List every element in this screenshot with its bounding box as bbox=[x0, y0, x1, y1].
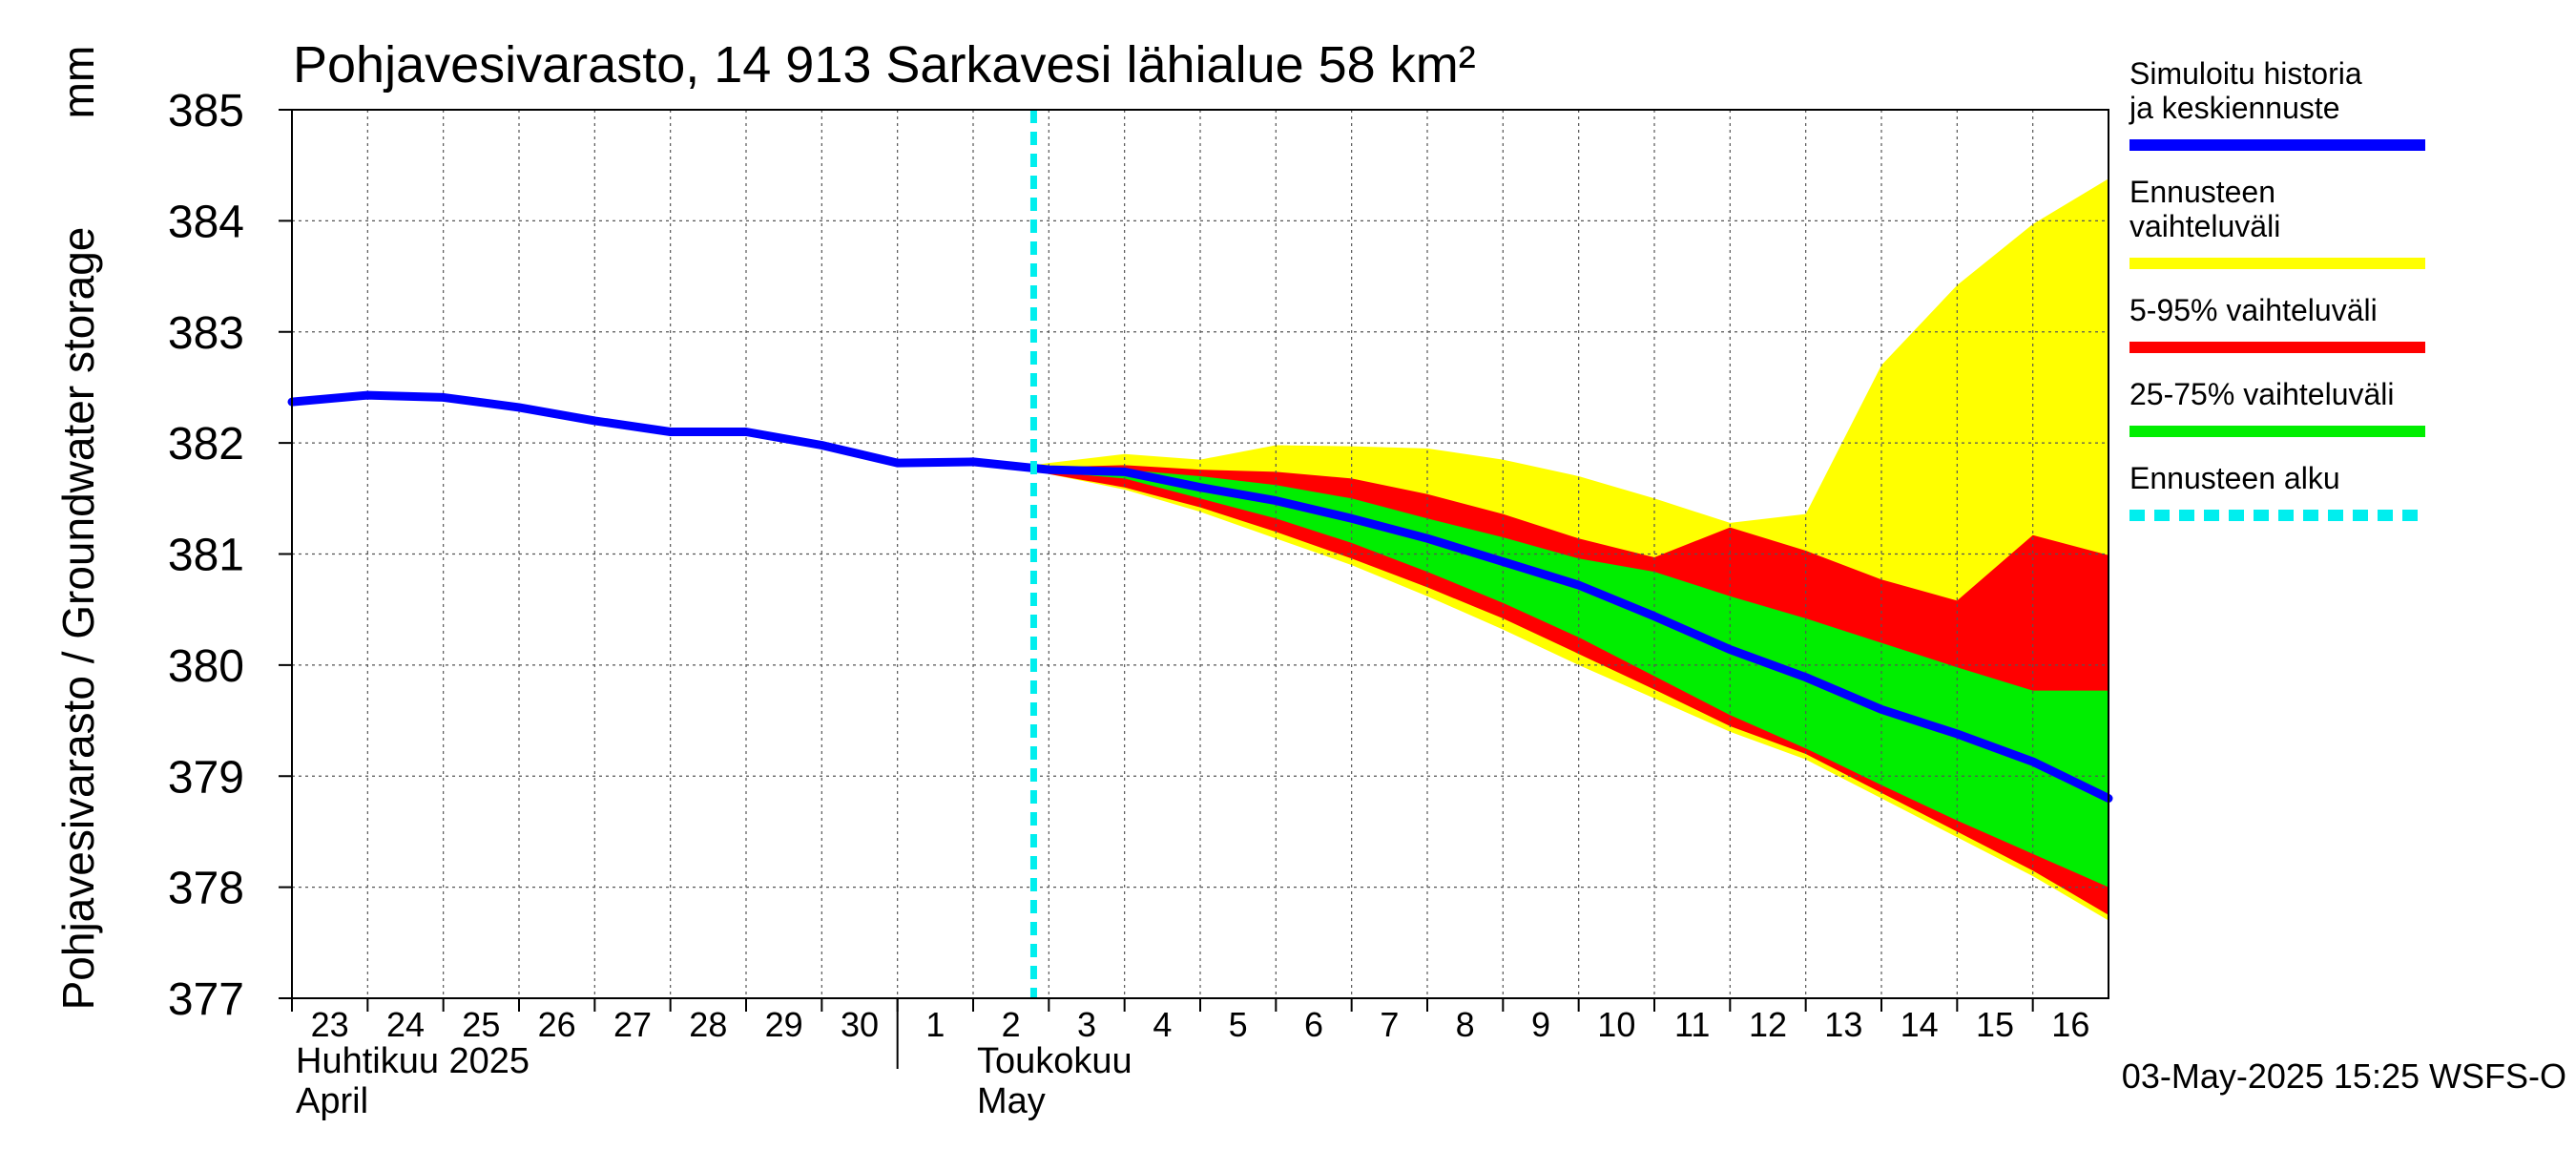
x-tick-label: 25 bbox=[462, 1005, 500, 1044]
month-label-en: May bbox=[977, 1081, 1046, 1121]
plot-area bbox=[287, 109, 2113, 999]
x-tick-label: 1 bbox=[925, 1005, 945, 1044]
x-tick-label: 14 bbox=[1901, 1005, 1939, 1044]
x-tick-label: 24 bbox=[386, 1005, 425, 1044]
x-tick-label: 3 bbox=[1077, 1005, 1096, 1044]
x-tick-label: 29 bbox=[765, 1005, 803, 1044]
legend-label-1: Simuloitu historia bbox=[2129, 56, 2362, 91]
band-2 bbox=[1033, 465, 2109, 915]
x-tick-label: 28 bbox=[689, 1005, 727, 1044]
y-tick-label: 384 bbox=[168, 197, 244, 247]
chart-title: Pohjavesivarasto, 14 913 Sarkavesi lähia… bbox=[293, 36, 1476, 94]
x-tick-label: 15 bbox=[1976, 1005, 2014, 1044]
x-tick-label: 16 bbox=[2051, 1005, 2089, 1044]
x-tick-label: 12 bbox=[1749, 1005, 1787, 1044]
x-tick-label: 13 bbox=[1824, 1005, 1862, 1044]
legend-label-3: 5-95% vaihteluväli bbox=[2129, 293, 2378, 327]
x-tick-label: 26 bbox=[538, 1005, 576, 1044]
x-tick-label: 23 bbox=[311, 1005, 349, 1044]
y-tick-label: 382 bbox=[168, 419, 244, 470]
y-tick-label: 377 bbox=[168, 974, 244, 1025]
x-tick-label: 11 bbox=[1674, 1005, 1710, 1044]
legend-label-2: Ennusteen bbox=[2129, 175, 2275, 209]
x-tick-label: 9 bbox=[1531, 1005, 1550, 1044]
footer-timestamp: 03-May-2025 15:25 WSFS-O bbox=[2122, 1056, 2566, 1096]
month-label: Huhtikuu 2025 bbox=[296, 1041, 530, 1081]
x-tick-label: 7 bbox=[1380, 1005, 1399, 1044]
month-label-en: April bbox=[296, 1081, 368, 1121]
y-axis-unit: mm bbox=[53, 46, 103, 119]
series-line-1 bbox=[287, 390, 2113, 803]
y-axis-label: Pohjavesivarasto / Groundwater storage bbox=[53, 227, 103, 1011]
y-axis: 377 378 379 380 381 382 383 384 385 bbox=[168, 86, 292, 1025]
x-tick-label: 4 bbox=[1153, 1005, 1172, 1044]
x-tick-label: 27 bbox=[613, 1005, 652, 1044]
y-tick-label: 385 bbox=[168, 86, 244, 136]
y-tick-label: 380 bbox=[168, 641, 244, 692]
legend-label-1: ja keskiennuste bbox=[2129, 91, 2340, 125]
legend-label-5: Ennusteen alku bbox=[2129, 461, 2340, 495]
month-label: Toukokuu bbox=[977, 1041, 1132, 1081]
x-tick-label: 6 bbox=[1304, 1005, 1323, 1044]
y-tick-label: 379 bbox=[168, 752, 244, 803]
y-tick-label: 378 bbox=[168, 864, 244, 914]
y-tick-label: 383 bbox=[168, 308, 244, 359]
x-tick-label: 8 bbox=[1456, 1005, 1475, 1044]
x-tick-label: 30 bbox=[841, 1005, 879, 1044]
x-axis: 23 24 25 26 27 28 29 30 1 2 3 4 5 6 7 8 9 10 11 12 13 14 15 16H… bbox=[291, 998, 2089, 1121]
legend-label-4: 25-75% vaihteluväli bbox=[2129, 377, 2395, 411]
legend-label-2: vaihteluväli bbox=[2129, 209, 2280, 243]
y-tick-label: 381 bbox=[168, 531, 244, 581]
x-tick-label: 5 bbox=[1229, 1005, 1248, 1044]
band-3 bbox=[1033, 468, 2109, 888]
x-tick-label: 10 bbox=[1597, 1005, 1635, 1044]
x-tick-label: 2 bbox=[1002, 1005, 1021, 1044]
